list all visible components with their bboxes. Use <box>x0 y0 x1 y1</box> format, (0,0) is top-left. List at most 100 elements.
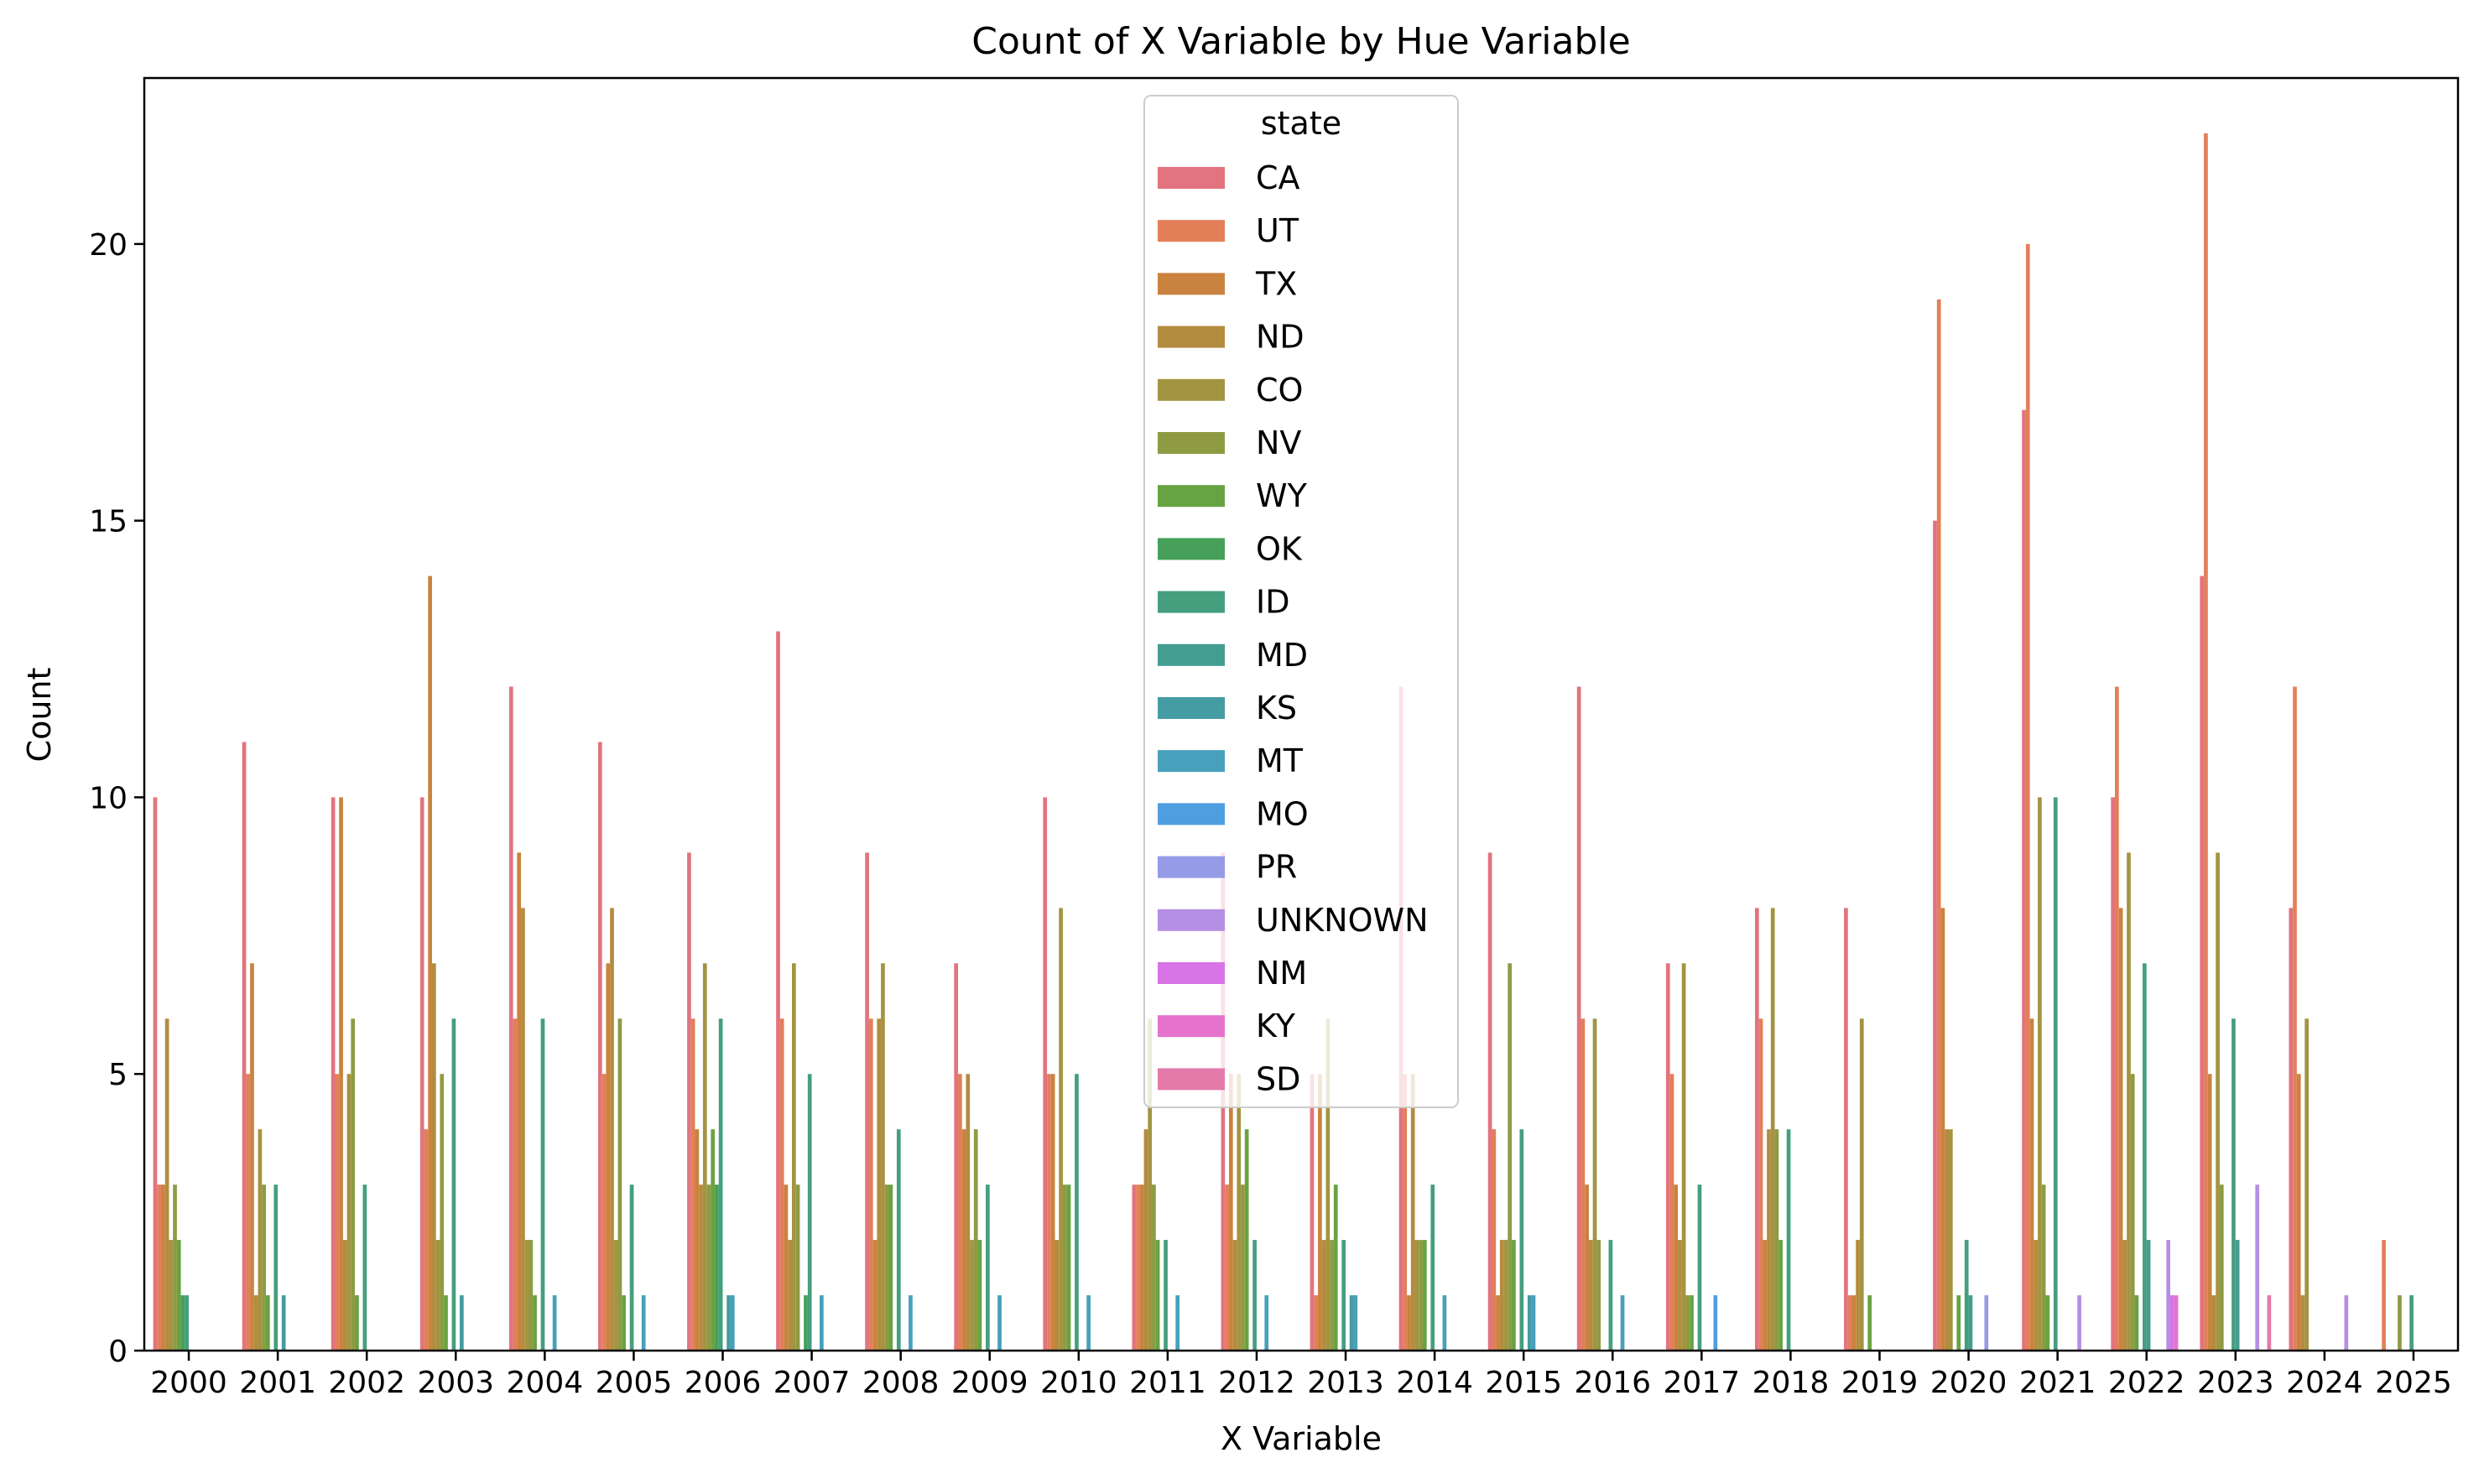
bar <box>1690 1295 1694 1351</box>
bar <box>1763 1240 1768 1351</box>
bar <box>868 1018 873 1351</box>
bar <box>1770 908 1775 1351</box>
bar <box>540 1018 545 1351</box>
bar <box>896 1129 901 1351</box>
legend-entry-label: ID <box>1256 584 1289 621</box>
bar <box>339 797 343 1351</box>
y-tick-label: 10 <box>89 781 128 815</box>
y-tick-label: 0 <box>108 1335 128 1369</box>
bars-layer <box>153 133 2414 1351</box>
bar <box>1075 1074 1079 1351</box>
bar <box>1164 1240 1168 1351</box>
legend-entry-label: PR <box>1256 849 1297 886</box>
legend-swatch <box>1158 697 1225 719</box>
bar <box>1585 1185 1589 1351</box>
legend-title: state <box>1261 105 1341 142</box>
bar <box>1043 797 1048 1351</box>
bar <box>820 1295 824 1351</box>
x-tick-label: 2004 <box>507 1366 584 1400</box>
bar <box>424 1129 429 1351</box>
x-tick-label: 2018 <box>1752 1366 1830 1400</box>
bar <box>1330 1240 1334 1351</box>
bar <box>176 1240 181 1351</box>
bar <box>161 1185 165 1351</box>
bar <box>435 1240 440 1351</box>
bar <box>1341 1240 1346 1351</box>
bar <box>2207 1074 2212 1351</box>
x-tick-label: 2023 <box>2197 1366 2274 1400</box>
x-tick-label: 2019 <box>1841 1366 1919 1400</box>
bar <box>1933 520 1937 1351</box>
legend-swatch <box>1158 220 1225 242</box>
bar <box>1519 1129 1524 1351</box>
bar <box>444 1295 448 1351</box>
bar <box>1754 908 1759 1351</box>
bar <box>262 1185 266 1351</box>
y-tick-label: 5 <box>108 1058 128 1092</box>
x-tick-label: 2015 <box>1485 1366 1562 1400</box>
bar <box>1442 1295 1447 1351</box>
x-tick-label: 2025 <box>2375 1366 2452 1400</box>
bar <box>185 1295 190 1351</box>
bar <box>1047 1074 1051 1351</box>
bar <box>2296 1074 2301 1351</box>
bar <box>2077 1295 2081 1351</box>
bar <box>169 1240 174 1351</box>
legend-entry-label: CO <box>1256 372 1303 409</box>
bar <box>909 1295 913 1351</box>
bar <box>1949 1129 1953 1351</box>
bar <box>1588 1240 1593 1351</box>
bar <box>1422 1240 1427 1351</box>
bar <box>1139 1185 1144 1351</box>
bar <box>1665 963 1670 1351</box>
x-tick-label: 2024 <box>2286 1366 2363 1400</box>
bar <box>961 1129 966 1351</box>
x-tick-label: 2003 <box>417 1366 494 1400</box>
legend-swatch <box>1158 909 1225 931</box>
bar <box>617 1018 622 1351</box>
bar <box>2398 1295 2402 1351</box>
x-tick-label: 2011 <box>1129 1366 1206 1400</box>
bar <box>779 1018 784 1351</box>
bar <box>552 1295 557 1351</box>
bar <box>346 1074 352 1351</box>
bar <box>1314 1295 1319 1351</box>
bar <box>1353 1295 1358 1351</box>
x-tick-label: 2010 <box>1040 1366 1117 1400</box>
bar <box>1778 1240 1783 1351</box>
y-axis-label: Count <box>21 668 58 763</box>
bar <box>1487 852 1492 1351</box>
bar <box>610 908 614 1351</box>
bar <box>1496 1295 1500 1351</box>
bar <box>865 852 869 1351</box>
bar <box>1936 299 1941 1351</box>
bar <box>2204 133 2208 1351</box>
bar <box>1678 1240 1682 1351</box>
bar <box>1531 1295 1536 1351</box>
bar <box>1592 1018 1597 1351</box>
bar <box>613 1240 618 1351</box>
legend-entry-label: TX <box>1255 265 1297 302</box>
legend-entry-label: CA <box>1256 159 1300 196</box>
bar <box>2200 575 2205 1351</box>
bar <box>1527 1295 1532 1351</box>
x-tick-label: 2013 <box>1307 1366 1384 1400</box>
bar <box>795 1185 800 1351</box>
bar <box>706 1185 711 1351</box>
bar <box>641 1295 646 1351</box>
bar <box>1576 686 1581 1351</box>
bar <box>2022 409 2026 1351</box>
bar <box>1697 1185 1702 1351</box>
bar <box>986 1185 990 1351</box>
bar <box>2344 1295 2349 1351</box>
bar <box>2130 1074 2135 1351</box>
bar <box>164 1018 169 1351</box>
bar <box>1321 1240 1326 1351</box>
bar <box>2025 243 2030 1351</box>
bar <box>1596 1240 1601 1351</box>
bar <box>1066 1185 1071 1351</box>
bar <box>2211 1295 2216 1351</box>
bar <box>419 797 424 1351</box>
legend-entry-label: ND <box>1256 319 1304 356</box>
bar <box>173 1185 177 1351</box>
